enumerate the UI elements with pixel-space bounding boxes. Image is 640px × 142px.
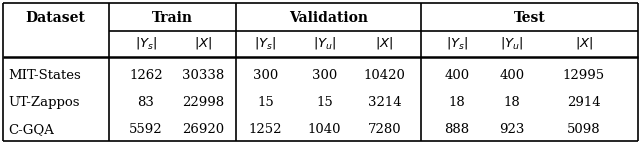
Text: $|X|$: $|X|$	[195, 35, 212, 51]
Text: 300: 300	[253, 69, 278, 83]
Text: 7280: 7280	[368, 123, 401, 136]
Text: 22998: 22998	[182, 96, 225, 109]
Text: Dataset: Dataset	[25, 12, 85, 25]
Text: 10420: 10420	[364, 69, 406, 83]
Text: 1040: 1040	[308, 123, 341, 136]
Text: $|Y_s|$: $|Y_s|$	[254, 35, 277, 51]
Text: $|X|$: $|X|$	[376, 35, 394, 51]
Text: 1252: 1252	[249, 123, 282, 136]
Text: Validation: Validation	[289, 12, 368, 25]
Text: 2914: 2914	[567, 96, 600, 109]
Text: MIT-States: MIT-States	[8, 69, 81, 83]
Text: 923: 923	[499, 123, 525, 136]
Text: Train: Train	[152, 12, 193, 25]
Text: $|Y_u|$: $|Y_u|$	[500, 35, 524, 51]
Text: 5098: 5098	[567, 123, 600, 136]
Text: 30338: 30338	[182, 69, 225, 83]
Text: $|X|$: $|X|$	[575, 35, 593, 51]
Text: 888: 888	[444, 123, 470, 136]
Text: 83: 83	[138, 96, 154, 109]
Text: 18: 18	[504, 96, 520, 109]
Text: Test: Test	[514, 12, 545, 25]
Text: 5592: 5592	[129, 123, 163, 136]
Text: 12995: 12995	[563, 69, 605, 83]
Text: UT-Zappos: UT-Zappos	[8, 96, 80, 109]
Text: 400: 400	[499, 69, 525, 83]
Text: 15: 15	[257, 96, 274, 109]
Text: C-GQA: C-GQA	[8, 123, 54, 136]
Text: 300: 300	[312, 69, 337, 83]
Text: $|Y_u|$: $|Y_u|$	[313, 35, 336, 51]
Text: 18: 18	[449, 96, 465, 109]
Text: 15: 15	[316, 96, 333, 109]
Text: $|Y_s|$: $|Y_s|$	[445, 35, 468, 51]
Text: 3214: 3214	[368, 96, 401, 109]
Text: 1262: 1262	[129, 69, 163, 83]
Text: $|Y_s|$: $|Y_s|$	[134, 35, 157, 51]
Text: 400: 400	[444, 69, 470, 83]
Text: 26920: 26920	[182, 123, 225, 136]
